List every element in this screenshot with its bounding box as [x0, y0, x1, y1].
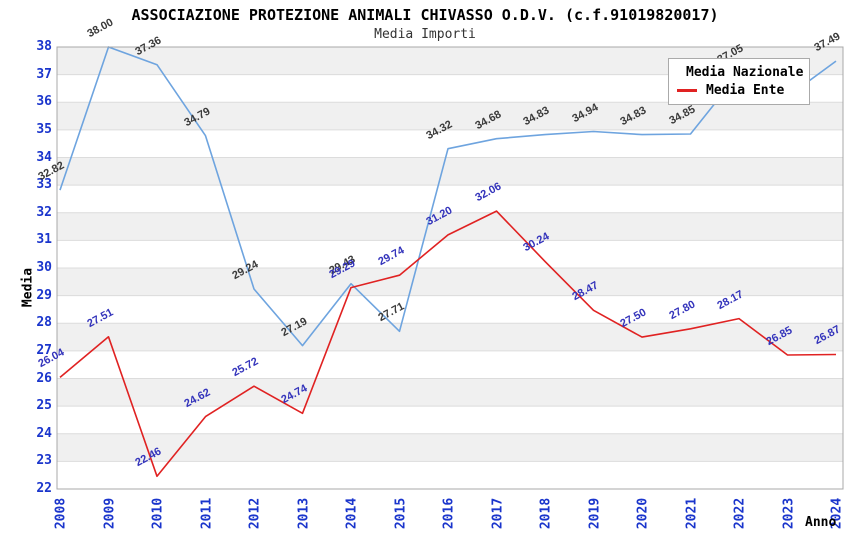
y-tick-label: 34 — [36, 149, 52, 165]
legend-label-media-ente: Media Ente — [706, 83, 785, 99]
series-line-media-ente — [59, 210, 837, 478]
chart-title: ASSOCIAZIONE PROTEZIONE ANIMALI CHIVASSO… — [131, 6, 719, 24]
plot-band — [57, 461, 843, 489]
x-tick-label: 2017 — [490, 497, 505, 530]
y-tick-label: 33 — [36, 177, 52, 193]
legend: Media Nazionale Media Ente — [668, 58, 810, 105]
x-tick-label: 2010 — [150, 497, 166, 530]
y-tick-label: 31 — [36, 232, 52, 248]
y-tick-label: 30 — [36, 260, 52, 275]
series-line-media-nazionale — [59, 46, 837, 347]
legend-item-media-ente: Media Ente — [677, 83, 801, 98]
plot-border — [56, 46, 844, 490]
x-tick-label: 2013 — [296, 497, 311, 530]
x-tick-label: 2011 — [199, 497, 214, 530]
x-tick-label: 2020 — [635, 497, 651, 530]
y-tick-label: 37 — [36, 66, 52, 82]
plot-band — [57, 240, 843, 268]
chart-subtitle: Media Importi — [374, 27, 476, 42]
plot-band — [57, 433, 843, 462]
y-tick-label: 24 — [36, 425, 52, 441]
plot-band — [57, 323, 843, 351]
x-tick-label: 2008 — [53, 497, 69, 530]
y-tick-label: 32 — [36, 204, 52, 220]
plot-band — [57, 268, 843, 296]
y-tick-label: 35 — [36, 121, 52, 137]
plot-band — [57, 406, 843, 434]
x-tick-label: 2018 — [538, 497, 554, 530]
x-tick-label: 2009 — [102, 497, 117, 530]
x-tick-label: 2016 — [441, 497, 457, 530]
x-axis-title: Anno — [805, 515, 837, 530]
y-tick-label: 29 — [36, 287, 52, 303]
x-tick-label: 2012 — [247, 497, 263, 530]
y-tick-label: 23 — [36, 453, 52, 469]
y-axis-title: Media — [20, 267, 36, 308]
x-tick-label: 2022 — [732, 497, 748, 530]
y-tick-label: 25 — [36, 398, 52, 414]
y-tick-label: 36 — [36, 94, 52, 110]
legend-label-media-nazionale: Media Nazionale — [686, 64, 804, 80]
x-tick-label: 2019 — [587, 497, 602, 530]
legend-swatch-media-ente-icon — [677, 89, 697, 93]
legend-item-media-nazionale: Media Nazionale — [677, 64, 804, 80]
y-tick-label: 38 — [36, 39, 52, 54]
plot-band — [57, 129, 843, 158]
x-tick-label: 2015 — [393, 497, 408, 530]
x-tick-label: 2023 — [781, 497, 796, 530]
y-tick-label: 28 — [36, 315, 52, 331]
plot-band — [57, 378, 843, 407]
y-tick-label: 26 — [36, 370, 52, 386]
x-tick-label: 2014 — [344, 497, 360, 530]
x-tick-label: 2021 — [684, 497, 699, 530]
y-tick-label: 22 — [36, 481, 52, 496]
plot-band — [57, 185, 843, 213]
y-tick-label: 27 — [36, 342, 52, 358]
plot-band — [57, 295, 843, 324]
plot-band — [57, 212, 843, 241]
plot-band — [57, 350, 843, 379]
plot-band — [57, 157, 843, 186]
